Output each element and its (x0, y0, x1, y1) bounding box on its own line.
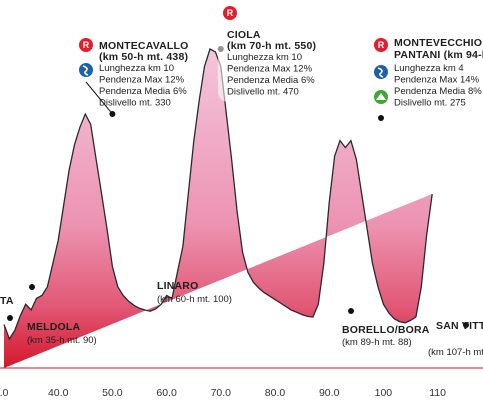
x-tick-label: 60.0 (156, 387, 177, 399)
x-tick-label: 40.0 (48, 387, 69, 399)
descent-path (82, 65, 89, 76)
label-borello-name: BORELLO/BORA (342, 324, 430, 336)
x-tick-label: 100 (375, 387, 393, 399)
leader-line (85, 81, 113, 115)
label-montevecchio-name: MONTEVECCHIO C (394, 37, 483, 49)
label-montevecchio-stat: Dislivello mt. 275 (394, 98, 466, 109)
r-badge-circle (374, 38, 388, 52)
r-badge-circle (223, 6, 237, 20)
label-linaro-name: LINARO (157, 280, 198, 292)
label-ciola-stat: Dislivello mt. 470 (227, 87, 299, 98)
label-montecavallo-name: MONTECAVALLO (99, 40, 189, 52)
label-left-truncated: TA (0, 295, 14, 307)
label-montecavallo-sub: (km 50-h mt. 438) (99, 51, 188, 63)
point-marker (7, 315, 13, 321)
r-badge-icon: R (223, 6, 237, 20)
r-badge-icon: R (79, 38, 93, 52)
label-ciola-stat: Pendenza Max 12% (227, 64, 313, 75)
descent-path (377, 67, 384, 78)
label-montevecchio-stat: Pendenza Media 8% (394, 86, 482, 97)
r-badge-icon: R (374, 38, 388, 52)
x-tick-label: 90.0 (319, 387, 340, 399)
label-sanvittore-sub: (km 107-h mt (428, 347, 483, 358)
label-borello-sub: (km 89-h mt. 88) (342, 337, 412, 348)
r-badge-letter: R (378, 40, 385, 50)
label-montecavallo-stat: Pendenza Max 12% (99, 75, 185, 86)
label-ciola-name: CIOLA (227, 29, 261, 41)
r-badge-circle (79, 38, 93, 52)
label-montevecchio-stat: Pendenza Max 14% (394, 75, 480, 86)
label-montecavallo-stat: Dislivello mt. 330 (99, 98, 171, 109)
mountain-icon (374, 90, 388, 104)
label-meldola-name: MELDOLA (27, 321, 81, 333)
ciola-label-box (218, 24, 304, 102)
point-marker (378, 115, 384, 121)
label-montecavallo-stat: Pendenza Media 6% (99, 86, 187, 97)
x-tick-label: 50.0 (102, 387, 123, 399)
label-ciola-stat: Lunghezza km 10 (227, 52, 302, 63)
mountain-shape (376, 93, 386, 100)
label-linaro-sub: (km 60-h mt. 100) (157, 294, 232, 305)
label-meldola-sub: (km 35-h mt. 90) (27, 335, 97, 346)
profile-area (4, 49, 433, 368)
x-tick-label: 70.0 (211, 387, 232, 399)
point-marker (348, 308, 354, 314)
r-badge-letter: R (83, 40, 90, 50)
point-marker (463, 322, 469, 328)
x-tick-label: .0 (0, 387, 9, 399)
r-badge-letter: R (227, 8, 234, 18)
label-ciola-stat: Pendenza Media 6% (227, 75, 315, 86)
label-ciola-sub: (km 70-h mt. 550) (227, 40, 316, 52)
label-sanvittore-name: SAN VITTOR (436, 320, 483, 332)
label-montevecchio-stat: Lunghezza km 4 (394, 63, 464, 74)
x-tick-label: 80.0 (265, 387, 286, 399)
x-tick-label: 110 (429, 387, 446, 399)
point-marker (29, 284, 35, 290)
label-montevecchio-sub: PANTANI (km 94-h (394, 49, 483, 61)
descent-curve-icon (374, 65, 388, 79)
descent-curve-icon (79, 63, 93, 77)
label-montecavallo-stat: Lunghezza km 10 (99, 63, 174, 74)
